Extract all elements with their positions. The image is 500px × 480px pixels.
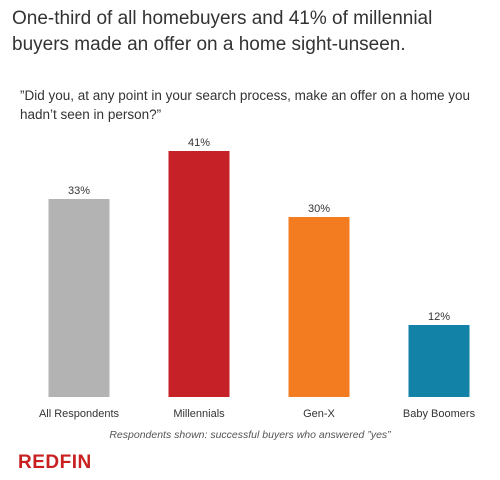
category-label-gen-x: Gen-X <box>303 408 335 420</box>
data-label-baby-boomers: 12% <box>428 311 450 323</box>
redfin-logo: REDFIN <box>18 452 92 473</box>
bar-chart: 33% All Respondents 41% Millennials 30% Gen-X… <box>39 137 476 420</box>
chart-footnote: Respondents shown: successful buyers who… <box>109 429 391 441</box>
chart-title: One-third of all homebuyers and 41% of m… <box>12 8 433 55</box>
data-label-all-respondents: 33% <box>68 185 90 197</box>
bar-millennials <box>168 151 230 397</box>
bar-all-respondents <box>48 199 110 397</box>
category-label-all-respondents: All Respondents <box>39 408 120 420</box>
survey-question: ”Did you, at any point in your search pr… <box>20 88 470 122</box>
bar-gen-x <box>288 217 350 397</box>
data-label-millennials: 41% <box>188 137 210 149</box>
category-label-baby-boomers: Baby Boomers <box>403 408 476 420</box>
data-label-gen-x: 30% <box>308 203 330 215</box>
bar-baby-boomers <box>408 325 470 397</box>
category-label-millennials: Millennials <box>173 408 225 420</box>
